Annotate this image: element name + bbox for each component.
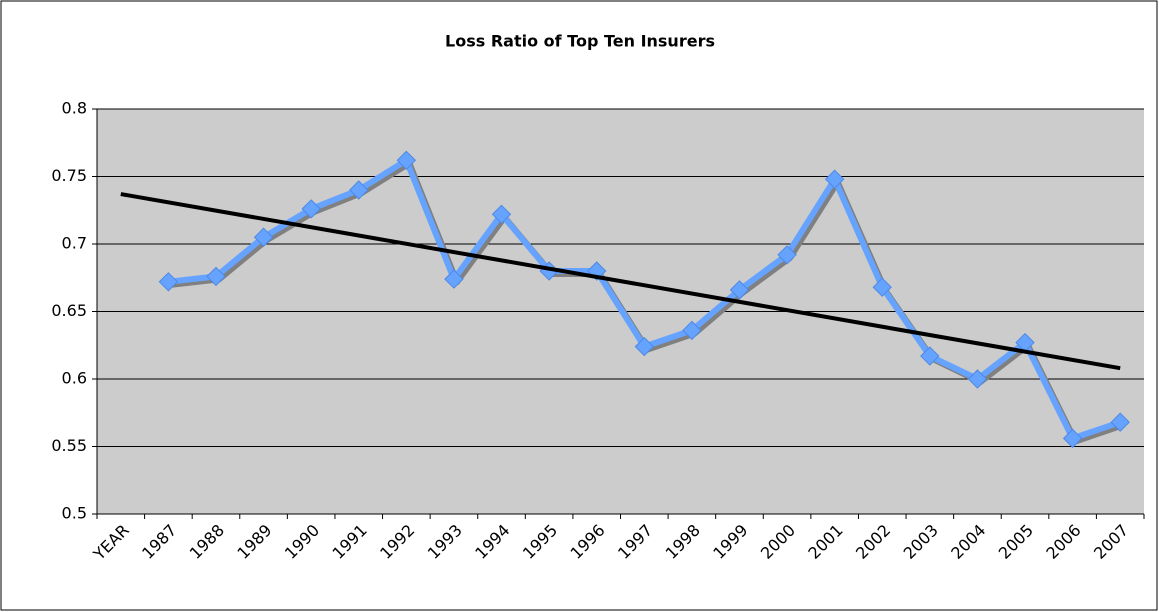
marker	[206, 266, 226, 287]
y-tick-label: 0.8	[62, 99, 87, 118]
marker	[682, 320, 702, 341]
marker	[349, 180, 369, 200]
y-tick-label: 0.75	[51, 166, 87, 185]
marker	[301, 199, 321, 219]
marker	[824, 169, 845, 189]
y-tick-label: 0.55	[51, 436, 87, 455]
marker	[967, 369, 988, 389]
y-tick-label: 0.6	[62, 369, 87, 388]
marker	[158, 272, 179, 292]
chart-title: Loss Ratio of Top Ten Insurers	[445, 32, 715, 51]
marker	[634, 336, 655, 357]
trendline	[120, 192, 1121, 371]
y-tick-label: 0.7	[62, 234, 87, 253]
marker	[444, 269, 464, 289]
marker	[253, 227, 274, 247]
marker	[1110, 412, 1130, 432]
y-tick-label: 0.5	[62, 504, 87, 523]
marker	[491, 204, 512, 225]
marker	[920, 346, 940, 366]
marker	[872, 277, 892, 297]
marker	[777, 245, 797, 265]
y-tick-label: 0.65	[51, 301, 87, 320]
marker	[396, 150, 417, 171]
marker	[729, 280, 750, 300]
marker	[1062, 428, 1083, 449]
